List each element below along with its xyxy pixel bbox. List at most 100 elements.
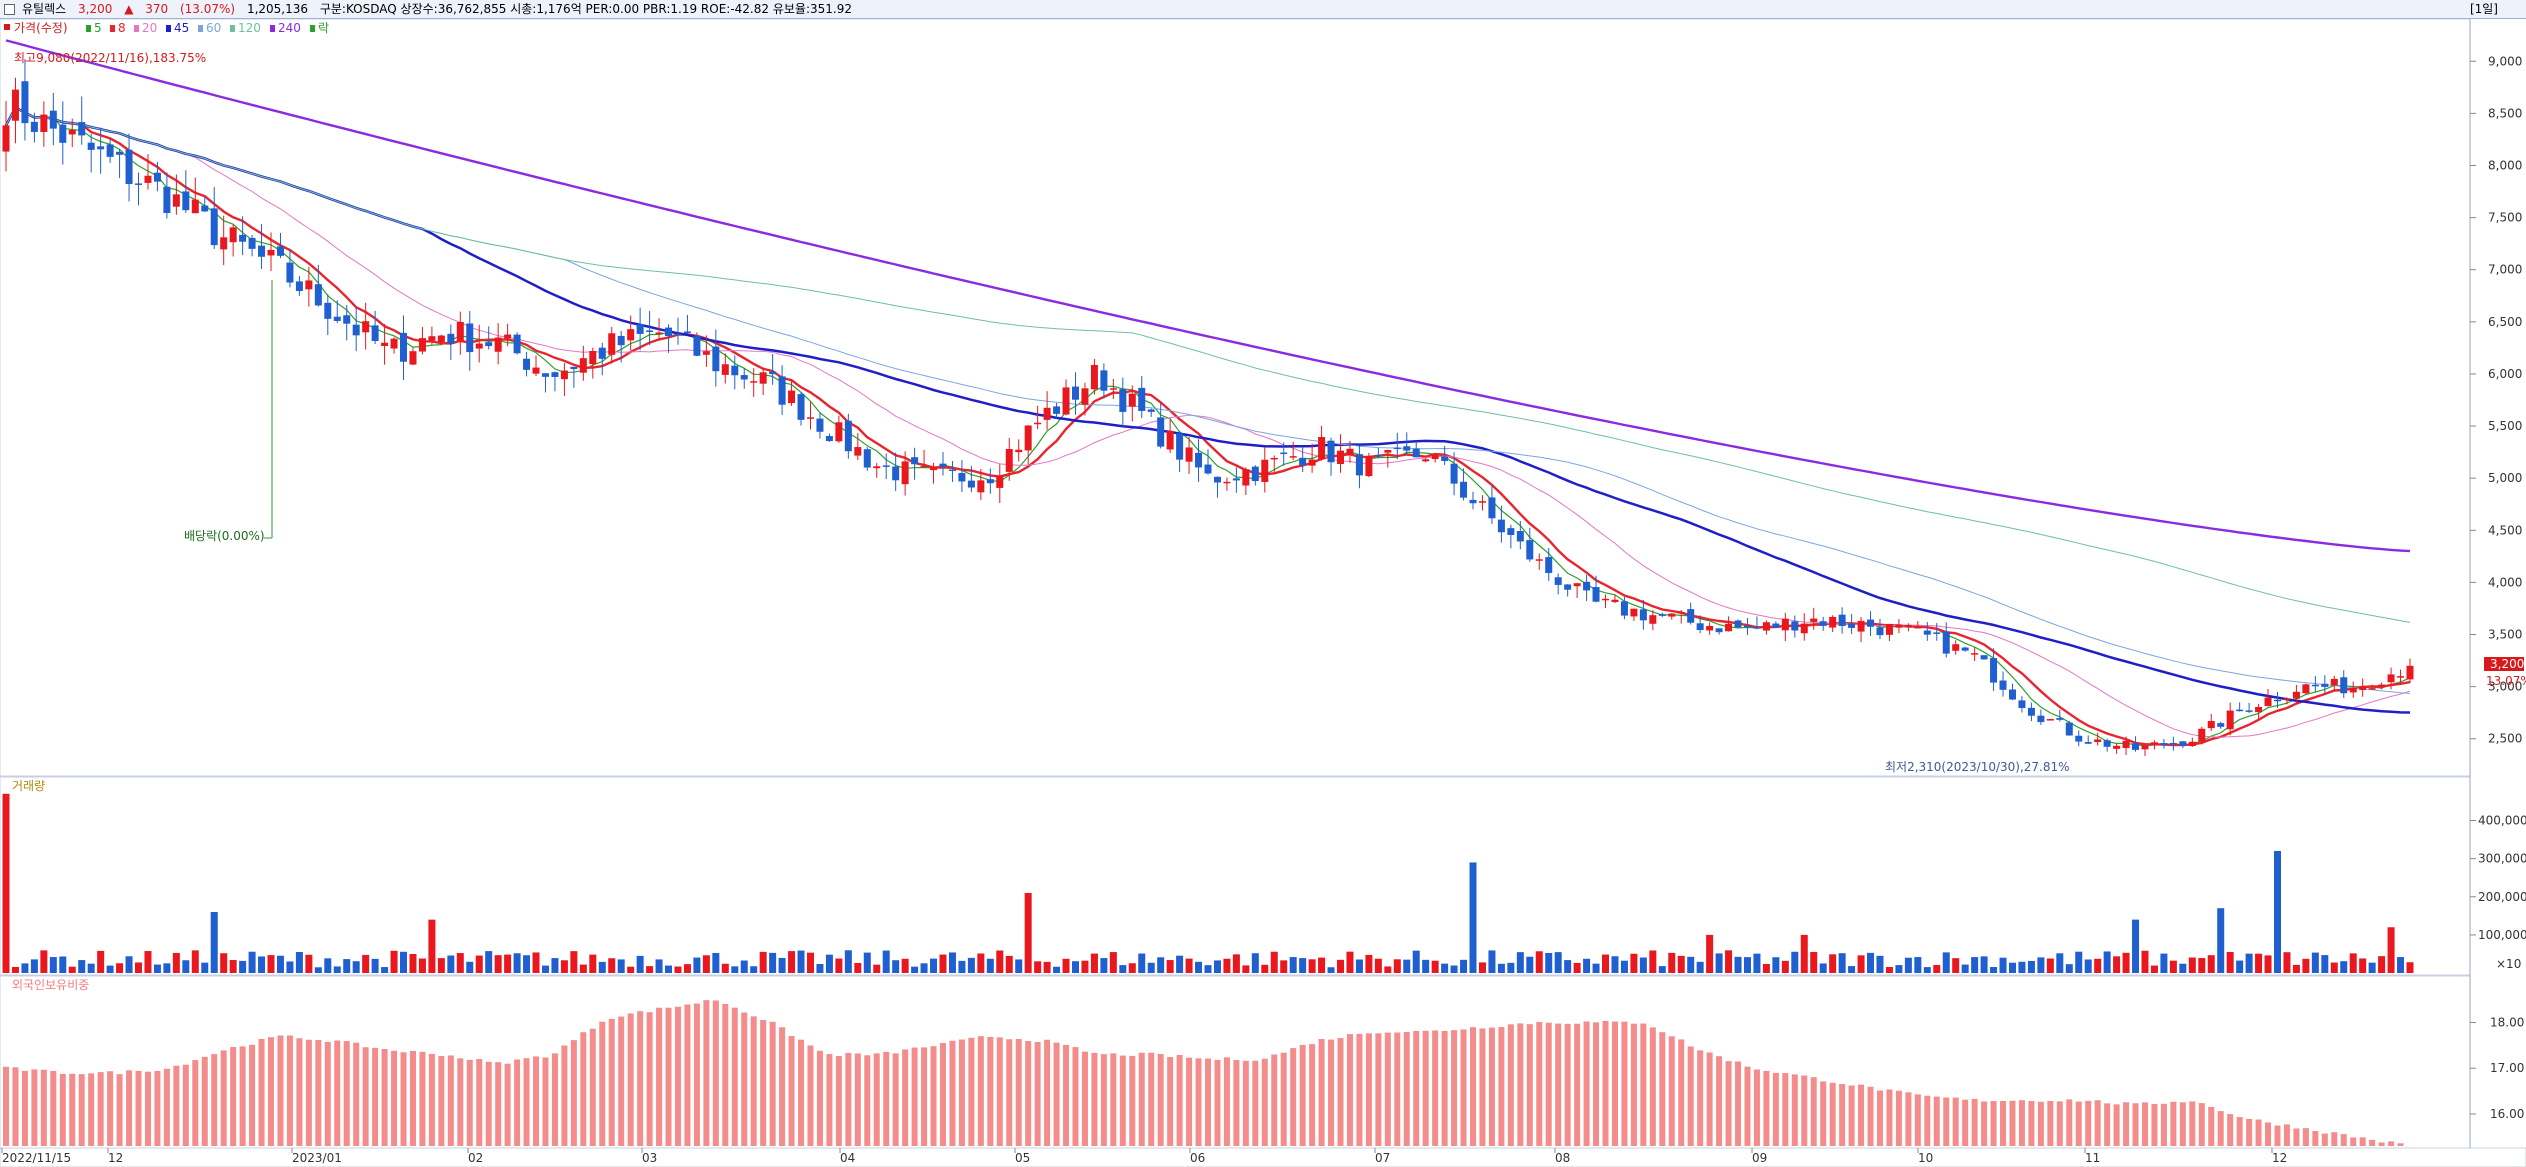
foreign-bar: [381, 1048, 388, 1146]
foreign-bar: [2397, 1143, 2404, 1146]
foreign-bar: [2265, 1122, 2272, 1146]
candle: [665, 327, 673, 337]
volume-bar: [1327, 967, 1335, 973]
foreign-bar: [1611, 1021, 1618, 1146]
candle: [2122, 740, 2130, 748]
period-selector[interactable]: [1일]: [2469, 2, 2498, 16]
candle: [68, 130, 76, 135]
foreign-bar: [864, 1055, 871, 1146]
volume-bar: [153, 964, 161, 973]
candle: [636, 324, 644, 334]
ma-legend-swatch: [110, 25, 115, 32]
volume-bar: [485, 951, 493, 973]
candle: [2132, 743, 2140, 750]
foreign-bar: [1138, 1052, 1145, 1146]
x-tick-label: 05: [1015, 1151, 1030, 1165]
volume-bar: [210, 912, 218, 973]
candle: [702, 351, 710, 355]
price-tick-label: 3,500: [2488, 628, 2522, 642]
foreign-tick-label: 16.00: [2490, 1107, 2524, 1121]
foreign-bar: [504, 1063, 511, 1146]
candle: [1516, 531, 1524, 542]
candle: [816, 418, 824, 432]
stock-name[interactable]: 유틸렉스: [22, 2, 67, 16]
volume-bar: [1914, 957, 1922, 973]
candle: [2027, 707, 2035, 716]
candle: [769, 371, 777, 375]
candle: [295, 281, 303, 292]
foreign-bar: [2066, 1099, 2073, 1146]
foreign-bar: [1346, 1034, 1353, 1146]
volume-bar: [598, 961, 606, 973]
candle: [2264, 697, 2272, 707]
foreign-bar: [1735, 1061, 1742, 1146]
volume-bar: [1346, 951, 1354, 973]
foreign-bar: [1451, 1030, 1458, 1146]
candle: [2217, 723, 2225, 727]
foreign-bar: [949, 1040, 956, 1146]
candle: [570, 366, 578, 370]
foreign-bar: [258, 1038, 265, 1146]
candle: [627, 329, 635, 341]
foreign-bar: [589, 1028, 596, 1146]
candle: [2160, 743, 2168, 746]
candle: [589, 350, 597, 365]
ma-legend-label: 45: [174, 21, 189, 35]
volume-bar: [911, 966, 919, 973]
foreign-bar: [2331, 1132, 2338, 1146]
candle: [930, 467, 938, 471]
foreign-bar: [1271, 1054, 1278, 1146]
foreign-bar: [570, 1040, 577, 1146]
volume-bar: [456, 953, 464, 973]
foreign-bar: [1990, 1100, 1997, 1146]
foreign-bar: [1962, 1099, 1969, 1146]
volume-bar: [1762, 963, 1770, 973]
volume-panel: [0, 776, 2471, 976]
volume-bar: [702, 955, 710, 973]
volume-bar: [1403, 959, 1411, 973]
volume-unit-label: ×10: [2496, 957, 2521, 971]
foreign-bar: [2274, 1125, 2281, 1146]
volume-bar: [892, 960, 900, 973]
candle: [2397, 676, 2405, 678]
foreign-bar: [939, 1042, 946, 1146]
candle: [485, 342, 493, 347]
candle: [390, 338, 398, 349]
volume-bar: [1337, 959, 1345, 973]
foreign-bar: [656, 1007, 663, 1146]
volume-tick-label: 200,000: [2478, 890, 2526, 904]
foreign-bar: [1744, 1066, 1751, 1146]
select-checkbox[interactable]: [4, 4, 15, 15]
candle: [655, 332, 663, 335]
candle: [267, 249, 275, 256]
volume-bar: [1923, 967, 1931, 973]
candle: [2037, 715, 2045, 723]
volume-bar: [1545, 952, 1553, 973]
candle: [1687, 609, 1695, 623]
volume-bar: [258, 956, 266, 973]
foreign-bar: [69, 1073, 76, 1146]
candle: [1308, 459, 1316, 466]
foreign-bar: [1564, 1023, 1571, 1146]
candle: [863, 449, 871, 468]
foreign-bar: [845, 1052, 852, 1146]
volume-bar: [2349, 953, 2357, 973]
volume-bar: [967, 957, 975, 973]
foreign-bar: [646, 1012, 653, 1146]
ma-legend-swatch: [134, 25, 139, 32]
candle: [1772, 623, 1780, 628]
foreign-bar: [391, 1050, 398, 1146]
candle: [977, 480, 985, 493]
candle: [731, 365, 739, 376]
foreign-bar: [144, 1071, 151, 1146]
foreign-bar: [2056, 1101, 2063, 1146]
foreign-bar: [2170, 1101, 2177, 1146]
x-tick-label: 2023/01: [292, 1151, 342, 1165]
volume-bar: [267, 955, 275, 973]
foreign-bar: [826, 1054, 833, 1146]
volume-bar: [627, 966, 635, 973]
foreign-bar: [447, 1055, 454, 1146]
foreign-bar: [2208, 1106, 2215, 1146]
foreign-bar: [343, 1041, 350, 1146]
candle: [1289, 456, 1297, 458]
